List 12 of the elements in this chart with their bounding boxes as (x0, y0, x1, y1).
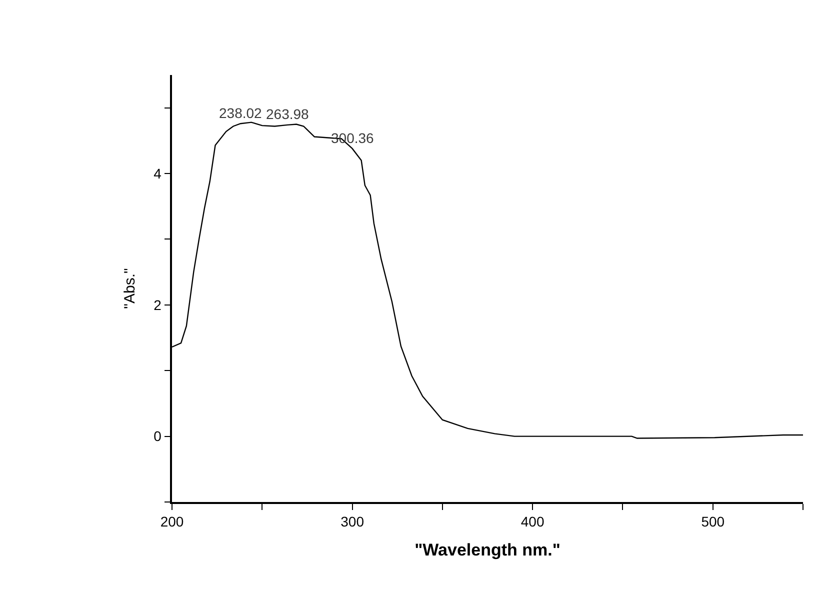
x-tick-label: 200 (160, 514, 184, 530)
x-tick-label: 300 (340, 514, 364, 530)
annotation: 300.36 (331, 130, 374, 146)
annotation: 238.02 (219, 105, 262, 121)
y-axis-title: "Abs." (121, 268, 138, 309)
y-tick-label: 4 (154, 165, 162, 182)
x-tick-label: 400 (520, 514, 544, 530)
annotation: 263.98 (266, 106, 310, 122)
x-tick-label: 500 (701, 514, 725, 530)
y-tick-label: 0 (154, 428, 162, 444)
y-tick-label: 2 (154, 296, 162, 313)
x-axis-title: "Wavelength nm." (414, 540, 560, 560)
